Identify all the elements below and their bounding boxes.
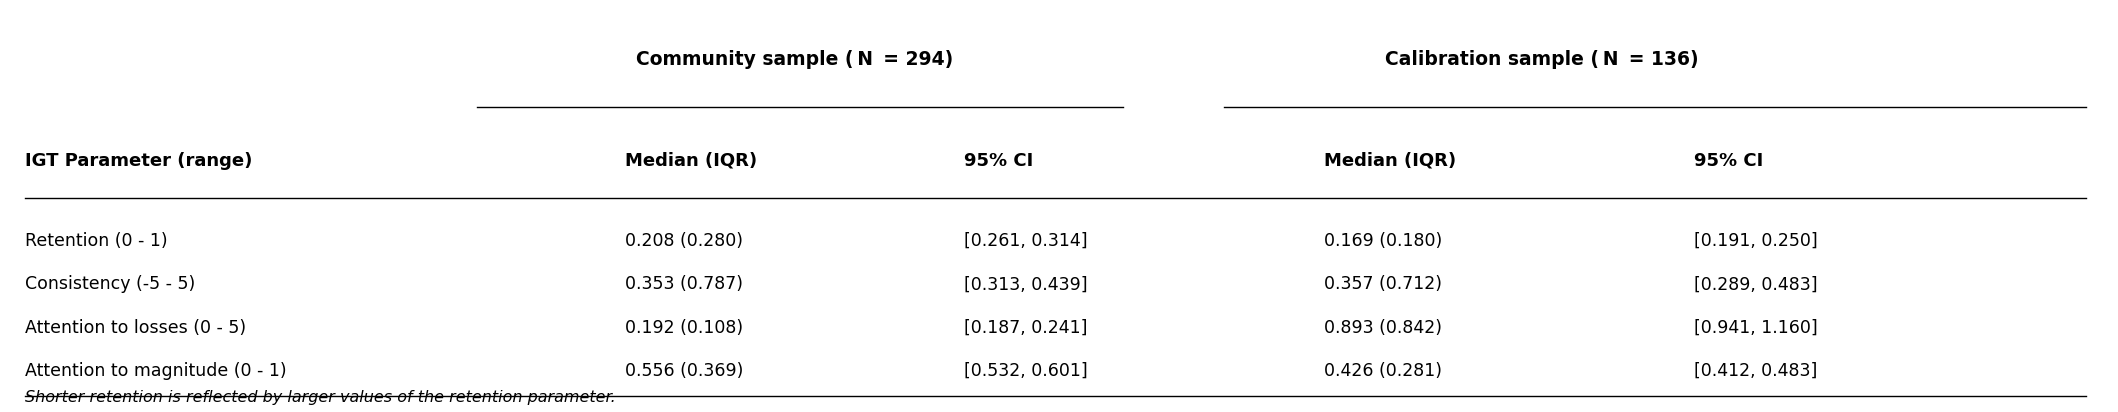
Text: [0.941, 1.160]: [0.941, 1.160]: [1694, 318, 1817, 337]
Text: Shorter retention is reflected by larger values of the retention parameter.: Shorter retention is reflected by larger…: [25, 390, 616, 405]
Text: [0.289, 0.483]: [0.289, 0.483]: [1694, 275, 1817, 293]
Text: 0.357 (0.712): 0.357 (0.712): [1324, 275, 1442, 293]
Text: 0.893 (0.842): 0.893 (0.842): [1324, 318, 1442, 337]
Text: Consistency (-5 - 5): Consistency (-5 - 5): [25, 275, 195, 293]
Text: 0.353 (0.787): 0.353 (0.787): [625, 275, 743, 293]
Text: [0.187, 0.241]: [0.187, 0.241]: [964, 318, 1087, 337]
Text: [0.191, 0.250]: [0.191, 0.250]: [1694, 232, 1817, 250]
Text: 95% CI: 95% CI: [1694, 152, 1764, 170]
Text: 95% CI: 95% CI: [964, 152, 1034, 170]
Text: 0.556 (0.369): 0.556 (0.369): [625, 362, 743, 380]
Text: [0.412, 0.483]: [0.412, 0.483]: [1694, 362, 1817, 380]
Text: Attention to magnitude (0 - 1): Attention to magnitude (0 - 1): [25, 362, 288, 380]
Text: 0.426 (0.281): 0.426 (0.281): [1324, 362, 1442, 380]
Text: Calibration sample ( N  = 136): Calibration sample ( N = 136): [1385, 50, 1699, 69]
Text: [0.313, 0.439]: [0.313, 0.439]: [964, 275, 1087, 293]
Text: Median (IQR): Median (IQR): [625, 152, 756, 170]
Text: 0.208 (0.280): 0.208 (0.280): [625, 232, 743, 250]
Text: IGT Parameter (range): IGT Parameter (range): [25, 152, 252, 170]
Text: [0.532, 0.601]: [0.532, 0.601]: [964, 362, 1087, 380]
Text: [0.261, 0.314]: [0.261, 0.314]: [964, 232, 1087, 250]
Text: 0.192 (0.108): 0.192 (0.108): [625, 318, 743, 337]
Text: Median (IQR): Median (IQR): [1324, 152, 1455, 170]
Text: Community sample ( N  = 294): Community sample ( N = 294): [635, 50, 953, 69]
Text: 0.169 (0.180): 0.169 (0.180): [1324, 232, 1442, 250]
Text: Attention to losses (0 - 5): Attention to losses (0 - 5): [25, 318, 246, 337]
Text: Retention (0 - 1): Retention (0 - 1): [25, 232, 167, 250]
